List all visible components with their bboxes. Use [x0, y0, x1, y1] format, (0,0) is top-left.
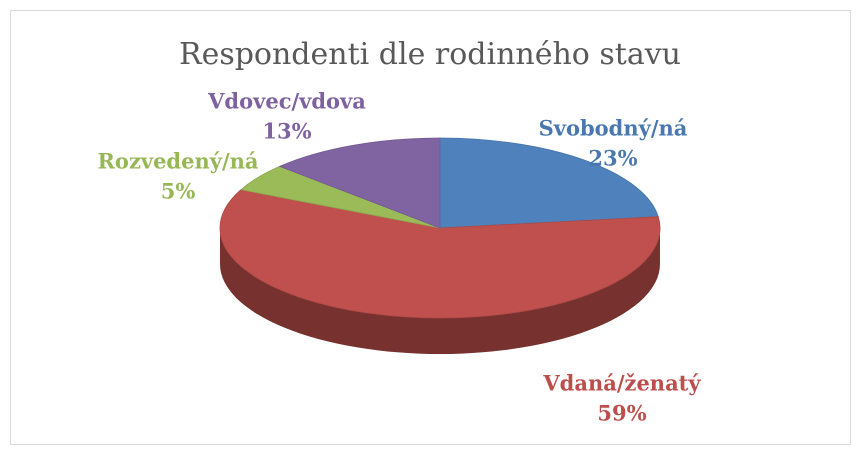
slice-top: [278, 137, 441, 229]
pie-slice: [439, 137, 659, 229]
data-label-name: Rozvedený/ná: [97, 149, 258, 174]
pie-slice: [219, 189, 661, 354]
data-label-value: 5%: [161, 179, 196, 204]
slice-top: [439, 137, 659, 229]
slice-top: [219, 189, 661, 319]
data-label-name: Vdaná/ženatý: [542, 371, 701, 396]
chart-title: Respondenti dle rodinného stavu: [179, 37, 681, 72]
data-label-name: Vdovec/vdova: [207, 89, 366, 114]
pie-slice: [278, 137, 441, 229]
data-label-value: 59%: [597, 401, 646, 426]
data-label-value: 23%: [588, 146, 637, 171]
data-label-name: Svobodný/ná: [539, 116, 688, 141]
slice-side: [220, 228, 660, 354]
data-label-value: 13%: [262, 119, 311, 144]
